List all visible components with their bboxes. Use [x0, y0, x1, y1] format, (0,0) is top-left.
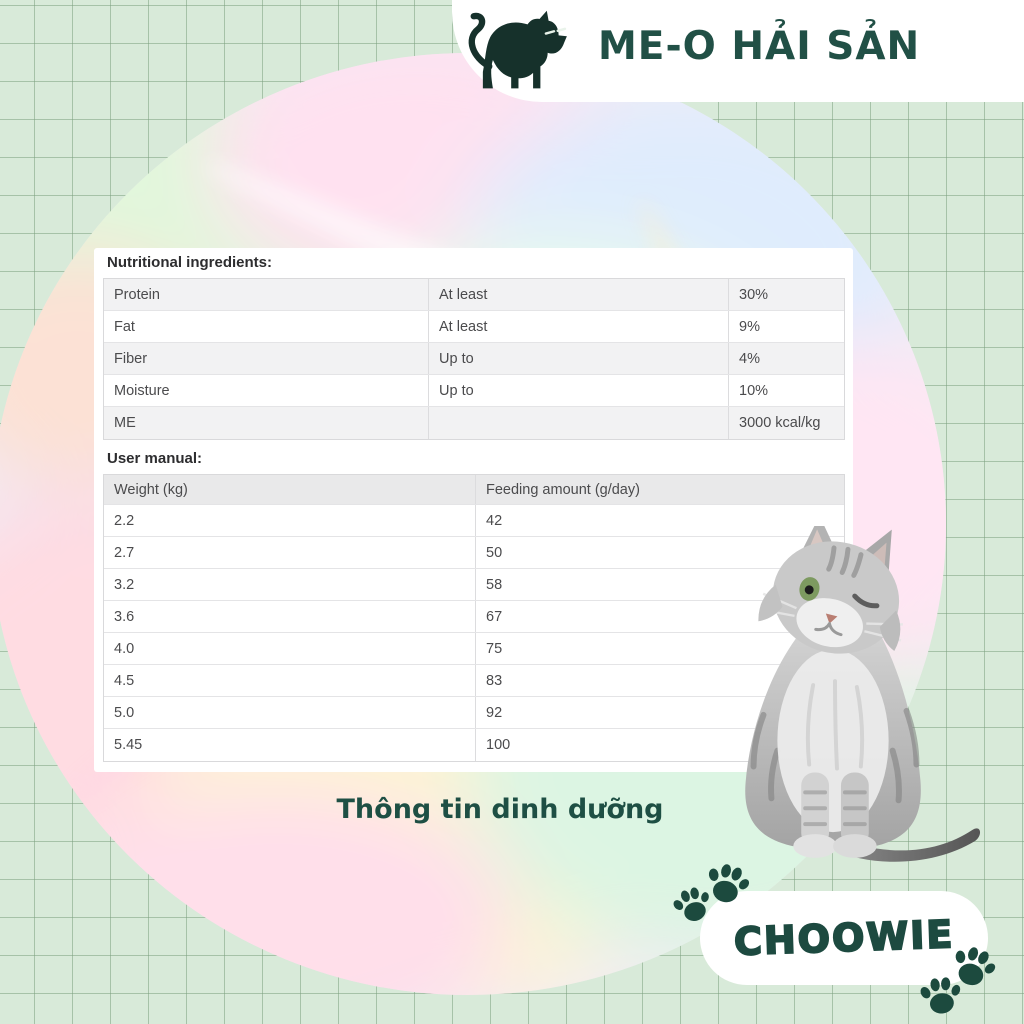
- nutrition-table: Protein At least 30% Fat At least 9% Fib…: [103, 278, 845, 440]
- table-cell: 3000 kcal/kg: [728, 407, 844, 439]
- paw-icon: [955, 947, 996, 986]
- manual-section-label: User manual:: [107, 450, 203, 467]
- brand-pill: CHOOWIE: [700, 891, 988, 985]
- product-title: ME-O HẢI SẢN: [598, 24, 921, 69]
- table-row: 2.7 50: [104, 537, 844, 569]
- column-header: Feeding amount (g/day): [475, 475, 844, 504]
- black-cat-icon: [468, 10, 567, 89]
- brand-logo: CHOOWIE: [732, 911, 956, 965]
- table-cell: 4%: [728, 343, 844, 374]
- table-cell: 30%: [728, 279, 844, 310]
- table-header-row: Weight (kg) Feeding amount (g/day): [104, 475, 844, 505]
- table-cell: ME: [114, 415, 136, 431]
- table-cell: At least: [428, 279, 728, 310]
- table-cell: 4.5: [114, 672, 135, 689]
- table-cell: 5.0: [114, 704, 135, 721]
- table-row: Fat At least 9%: [104, 311, 844, 343]
- table-cell: 42: [475, 505, 844, 536]
- table-row: 2.2 42: [104, 505, 844, 537]
- caption-text: Thông tin dinh dưỡng: [336, 794, 664, 825]
- table-cell: [428, 407, 728, 439]
- table-cell: Up to: [428, 343, 728, 374]
- cat-photo: [745, 526, 981, 862]
- info-panel: Nutritional ingredients: Protein At leas…: [94, 248, 853, 772]
- paw-icon: [708, 864, 750, 903]
- table-cell: 3.6: [114, 608, 135, 625]
- table-row: 5.0 92: [104, 697, 844, 729]
- column-header: Weight (kg): [114, 481, 188, 498]
- table-row: 4.0 75: [104, 633, 844, 665]
- table-cell: 100: [475, 729, 844, 761]
- table-cell: 83: [475, 665, 844, 696]
- paw-icon: [673, 887, 709, 921]
- table-cell: Up to: [428, 375, 728, 406]
- table-row: Moisture Up to 10%: [104, 375, 844, 407]
- table-cell: 58: [475, 569, 844, 600]
- nutrition-section-label: Nutritional ingredients:: [107, 254, 272, 271]
- table-row: 4.5 83: [104, 665, 844, 697]
- table-row: ME 3000 kcal/kg: [104, 407, 844, 439]
- table-cell: Protein: [114, 286, 160, 303]
- table-cell: Moisture: [114, 382, 170, 399]
- table-cell: 5.45: [114, 737, 143, 753]
- feeding-table: Weight (kg) Feeding amount (g/day) 2.2 4…: [103, 474, 845, 762]
- table-cell: Fat: [114, 318, 135, 335]
- table-cell: 2.2: [114, 512, 135, 529]
- table-row: Protein At least 30%: [104, 279, 844, 311]
- paw-icon: [920, 977, 961, 1014]
- table-cell: 75: [475, 633, 844, 664]
- table-cell: 2.7: [114, 544, 135, 561]
- table-cell: 9%: [728, 311, 844, 342]
- table-cell: At least: [428, 311, 728, 342]
- table-cell: 3.2: [114, 576, 135, 593]
- table-row: Fiber Up to 4%: [104, 343, 844, 375]
- table-cell: 92: [475, 697, 844, 728]
- table-cell: 10%: [728, 375, 844, 406]
- table-row: 3.2 58: [104, 569, 844, 601]
- table-row: 5.45 100: [104, 729, 844, 761]
- table-cell: 4.0: [114, 640, 135, 657]
- table-row: 3.6 67: [104, 601, 844, 633]
- table-cell: 67: [475, 601, 844, 632]
- table-cell: 50: [475, 537, 844, 568]
- table-cell: Fiber: [114, 350, 148, 367]
